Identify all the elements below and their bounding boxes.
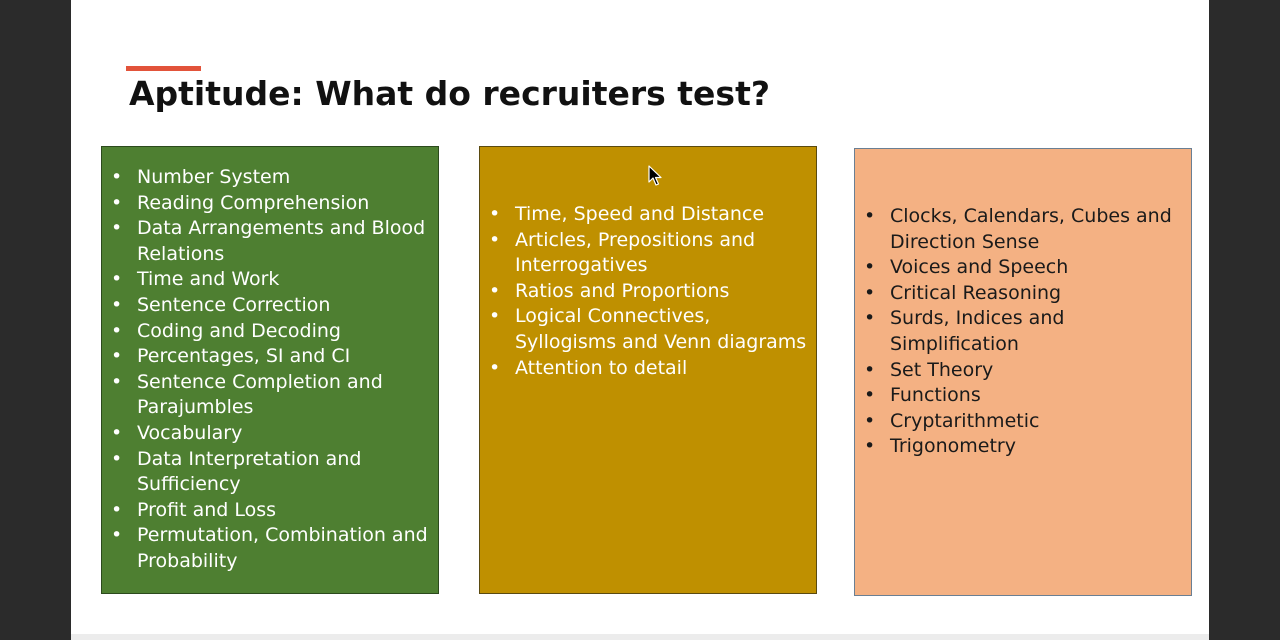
presentation-slide: Aptitude: What do recruiters test? • Numb… [71, 0, 1209, 640]
bullet-icon: • [111, 345, 123, 368]
topic-item: • Time, Speed and Distance [488, 202, 810, 228]
topic-item: • Reading Comprehension [110, 191, 432, 217]
bullet-icon: • [489, 356, 501, 379]
topic-item-label: Voices and Speech [890, 256, 1069, 279]
topic-item: • Articles, Prepositions and Interrogativ… [488, 228, 810, 279]
bullet-icon: • [864, 409, 876, 432]
topic-item-label: Sentence Correction [137, 293, 331, 316]
topic-item: • Critical Reasoning [863, 281, 1185, 307]
topic-item-label: Vocabulary [137, 421, 243, 444]
bullet-icon: • [864, 281, 876, 304]
topic-box-gold: • Time, Speed and Distance • Articles, Prep… [479, 146, 817, 594]
bullet-icon: • [864, 358, 876, 381]
topic-item-label: Reading Comprehension [137, 191, 370, 214]
title-accent-bar [126, 66, 201, 71]
topic-item: • Functions [863, 383, 1185, 409]
topic-item-label: Attention to detail [515, 356, 688, 379]
topic-item-label: Percentages, SI and CI [137, 345, 351, 368]
bullet-icon: • [111, 498, 123, 521]
topic-item: • Cryptarithmetic [863, 409, 1185, 435]
topic-item: • Voices and Speech [863, 255, 1185, 281]
bullet-icon: • [864, 205, 876, 227]
topic-item-label: Sentence Completion and Parajumbles [137, 370, 383, 419]
topic-item-label: Data Arrangements and Blood Relations [137, 217, 426, 265]
bullet-icon: • [864, 435, 876, 458]
topic-item-label: Permutation, Combination and Probability [137, 524, 428, 572]
topic-item: • Sentence Completion and Parajumbles [110, 370, 432, 421]
bullet-icon: • [111, 524, 123, 547]
topic-item-label: Number System [137, 166, 291, 188]
bullet-icon: • [111, 370, 123, 393]
topic-item-label: Set Theory [890, 358, 994, 381]
bullet-icon: • [864, 307, 876, 330]
bullet-icon: • [489, 228, 501, 251]
slide-bottom-edge [71, 634, 1209, 640]
topic-item: • Vocabulary [110, 421, 432, 447]
topic-item-label: Coding and Decoding [137, 319, 341, 342]
topic-item-label: Profit and Loss [137, 498, 277, 521]
bullet-icon: • [111, 217, 123, 240]
topic-item: • Attention to detail [488, 356, 810, 382]
bullet-icon: • [111, 166, 123, 188]
bullet-icon: • [864, 384, 876, 407]
topic-list-green: • Number System • Reading Comprehension • Dat… [110, 165, 432, 575]
bullet-icon: • [111, 447, 123, 470]
topic-item-label: Clocks, Calendars, Cubes and Direction S… [890, 205, 1172, 253]
mouse-pointer-icon [648, 165, 662, 186]
topic-item: • Number System [110, 165, 432, 191]
topic-item-label: Cryptarithmetic [890, 409, 1040, 432]
topic-box-green: • Number System • Reading Comprehension • Dat… [101, 146, 439, 594]
topic-item-label: Articles, Prepositions and Interrogative… [515, 228, 756, 277]
topic-item: • Clocks, Calendars, Cubes and Direction … [863, 204, 1185, 255]
topic-item: • Surds, Indices and Simplification [863, 306, 1185, 357]
topic-item: • Sentence Correction [110, 293, 432, 319]
topic-item: • Data Interpretation and Sufficiency [110, 447, 432, 498]
bullet-icon: • [489, 203, 501, 225]
topic-item-label: Surds, Indices and Simplification [890, 307, 1065, 355]
topic-item: • Set Theory [863, 358, 1185, 384]
topic-item: • Trigonometry [863, 434, 1185, 460]
topic-item: • Permutation, Combination and Probabilit… [110, 523, 432, 574]
bullet-icon: • [111, 191, 123, 214]
bullet-icon: • [111, 421, 123, 444]
bullet-icon: • [864, 256, 876, 279]
topic-item-label: Functions [890, 384, 981, 407]
topic-item: • Profit and Loss [110, 498, 432, 524]
topic-box-peach: • Clocks, Calendars, Cubes and Direction … [854, 148, 1192, 596]
bullet-icon: • [111, 268, 123, 291]
topic-item: • Coding and Decoding [110, 319, 432, 345]
topic-item-label: Ratios and Proportions [515, 279, 730, 302]
topic-item-label: Critical Reasoning [890, 281, 1062, 304]
topic-item: • Percentages, SI and CI [110, 344, 432, 370]
topic-item: • Ratios and Proportions [488, 279, 810, 305]
topic-item-label: Logical Connectives, Syllogisms and Venn… [515, 305, 807, 353]
bullet-icon: • [111, 319, 123, 342]
topic-list-gold: • Time, Speed and Distance • Articles, Prep… [488, 202, 810, 381]
bullet-icon: • [489, 305, 501, 328]
topic-item-label: Data Interpretation and Sufficiency [137, 447, 362, 496]
topic-item: • Data Arrangements and Blood Relations [110, 216, 432, 267]
topic-item-label: Trigonometry [890, 435, 1016, 458]
topic-list-peach: • Clocks, Calendars, Cubes and Direction … [863, 204, 1185, 460]
topic-item: • Logical Connectives, Syllogisms and Ven… [488, 304, 810, 355]
topic-item-label: Time, Speed and Distance [515, 203, 765, 225]
topic-item-label: Time and Work [137, 268, 280, 291]
topic-item: • Time and Work [110, 267, 432, 293]
slide-title: Aptitude: What do recruiters test? [129, 74, 770, 113]
bullet-icon: • [489, 279, 501, 302]
bullet-icon: • [111, 293, 123, 316]
